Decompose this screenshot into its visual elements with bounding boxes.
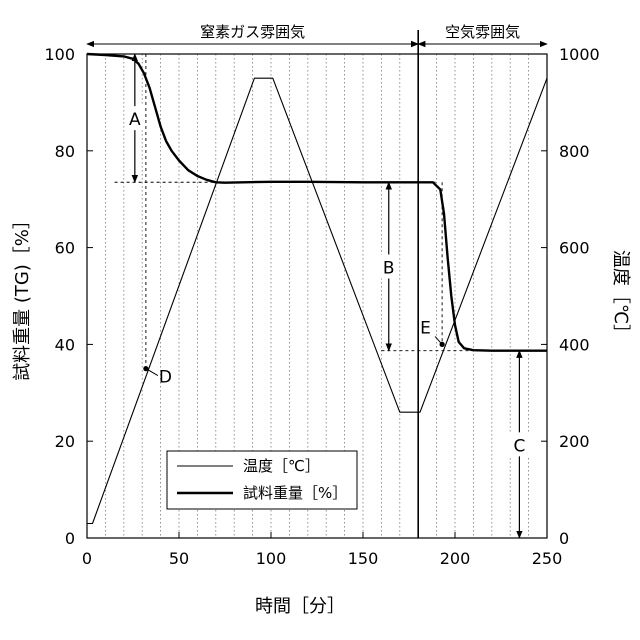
annotation-label-e: E — [420, 318, 431, 338]
annotation-label-a: A — [129, 110, 141, 130]
y-left-tick-label: 60 — [55, 239, 75, 258]
y-left-tick-label: 20 — [55, 432, 75, 451]
legend-temperature-label: 温度［℃］ — [243, 457, 320, 475]
x-tick-label: 150 — [348, 549, 379, 568]
y-axis-left-label: 試料重量 (TG)［%］ — [12, 211, 33, 381]
annotation-label-c: C — [513, 436, 525, 456]
x-tick-label: 200 — [440, 549, 471, 568]
y-left-tick-label: 100 — [44, 45, 75, 64]
y-right-tick-label: 0 — [559, 529, 569, 548]
annotation-label-d: D — [159, 368, 172, 388]
x-tick-label: 250 — [532, 549, 563, 568]
x-tick-label: 50 — [169, 549, 189, 568]
y-right-tick-label: 800 — [559, 142, 590, 161]
x-axis-label: 時間［分］ — [255, 596, 345, 617]
atmosphere-header: 窒素ガス雰囲気 空気雰囲気 — [87, 23, 547, 44]
legend: 温度［℃］ 試料重量［%］ — [167, 451, 357, 509]
nitrogen-atmosphere-label: 窒素ガス雰囲気 — [200, 23, 305, 41]
y-axis-right-label: 温度［℃］ — [610, 250, 631, 342]
annotation-label-b: B — [383, 258, 395, 278]
y-left-tick-label: 0 — [65, 529, 75, 548]
y-right-tick-label: 1000 — [559, 45, 600, 64]
air-atmosphere-label: 空気雰囲気 — [445, 23, 520, 41]
y-left-tick-label: 80 — [55, 142, 75, 161]
annotation-leader-e — [435, 336, 442, 344]
y-right-tick-label: 200 — [559, 432, 590, 451]
y-left-tick-label: 40 — [55, 335, 75, 354]
legend-weight-label: 試料重量［%］ — [243, 484, 347, 502]
sample-weight-series-line — [87, 54, 547, 351]
x-tick-label: 100 — [256, 549, 287, 568]
y-right-tick-label: 600 — [559, 239, 590, 258]
y-right-tick-label: 400 — [559, 335, 590, 354]
x-tick-label: 0 — [82, 549, 92, 568]
